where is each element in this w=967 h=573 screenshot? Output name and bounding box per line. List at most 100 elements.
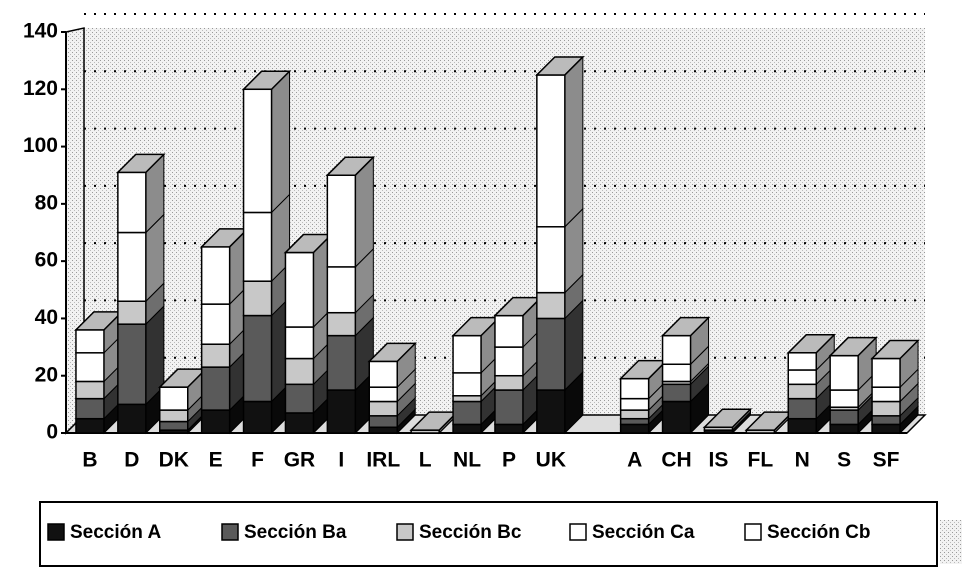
bar-segment [200,343,231,368]
bar-segment [494,346,524,377]
bar-segment [284,251,315,328]
x-tick-label: GR [284,449,316,472]
y-tick-label: 40 [35,306,58,329]
bar-segment [284,412,315,434]
y-tick-label: 0 [46,421,58,444]
bar-segment [159,409,189,423]
y-tick-label: 100 [23,134,58,157]
bar-segment [75,397,105,420]
x-tick-label: D [124,449,139,472]
bar-segment [829,409,859,426]
legend-box [39,501,938,567]
bar-top [367,342,418,363]
bar-segment [619,397,650,411]
bar-segment [452,400,482,426]
bar-segment [117,231,147,302]
bar-segment [242,314,273,403]
x-tick-label: B [82,449,97,472]
bar-side [564,55,584,228]
bar-segment [117,403,147,434]
bar-segment [159,386,189,411]
bar-segment [787,383,817,400]
bar-segment [326,311,357,337]
bar-segment [284,357,315,386]
bar-segment [536,226,566,294]
bar-segment [75,329,105,354]
bar-segment [200,409,231,434]
bar-segment [871,423,901,434]
bar-segment [284,383,315,414]
bar-segment [871,400,901,417]
legend-label: Sección A [70,522,161,543]
x-tick-label: FL [748,449,774,472]
x-tick-label: P [502,449,516,472]
bar-segment [75,380,105,400]
legend-shadow [940,520,962,564]
bar-segment [536,74,566,228]
bar-top [116,153,166,174]
x-tick-label: CH [661,449,691,472]
bar-segment [871,357,901,388]
bar-segment [159,420,189,431]
bar-segment [787,417,817,434]
bar-top [870,339,920,360]
bar-segment [494,374,524,391]
bar-segment [242,280,273,317]
bar-top [241,70,292,91]
bar-segment [494,389,524,426]
bar-top [828,336,878,357]
bar-segment [452,395,482,403]
legend-swatch [744,523,762,541]
bar-segment [368,415,398,429]
bar-segment [200,246,231,305]
bar-top [702,408,753,429]
bar-segment [284,326,315,360]
bar-segment [829,423,859,434]
legend-swatch [47,523,65,541]
bar-segment [871,415,901,426]
x-tick-label: NL [453,449,481,472]
bar-segment [619,423,650,434]
bar-segment [661,363,692,383]
bar-segment [326,174,357,268]
bar-segment [494,423,524,434]
bar-segment [326,266,357,314]
bar-top [786,334,837,354]
bar-segment [117,300,147,325]
bar-top [535,56,585,76]
bar-segment [75,417,105,434]
x-tick-label: UK [536,449,566,472]
x-tick-label: DK [159,449,189,472]
bar-segment [536,389,566,434]
legend-label: Sección Ba [244,522,347,543]
y-tick-label: 140 [23,20,58,43]
bar-segment [787,369,817,386]
bar-segment [452,334,482,374]
bar-segment [368,426,398,434]
x-tick-label: SF [873,449,900,472]
bar-segment [661,400,692,434]
x-tick-label: IRL [366,449,400,472]
bar-top [660,316,711,337]
bar-segment [787,397,817,420]
x-tick-label: E [209,449,223,472]
legend-swatch [569,523,587,541]
bar-segment [242,88,273,214]
legend-label: Sección Ca [592,522,695,543]
bar-side [354,156,374,269]
x-tick-label: A [627,449,642,472]
bar-segment [661,334,692,366]
bar-segment [117,171,147,234]
bar-segment [452,372,482,397]
bar-segment [117,323,147,406]
bar-segment [242,211,273,282]
legend-label: Sección Bc [419,522,522,543]
bar-top [325,156,376,176]
bar-segment [200,303,231,345]
y-tick-label: 80 [35,191,58,214]
bar-segment [536,291,566,320]
bar-segment [536,317,566,391]
x-tick-label: I [338,449,344,472]
x-tick-label: L [419,449,432,472]
